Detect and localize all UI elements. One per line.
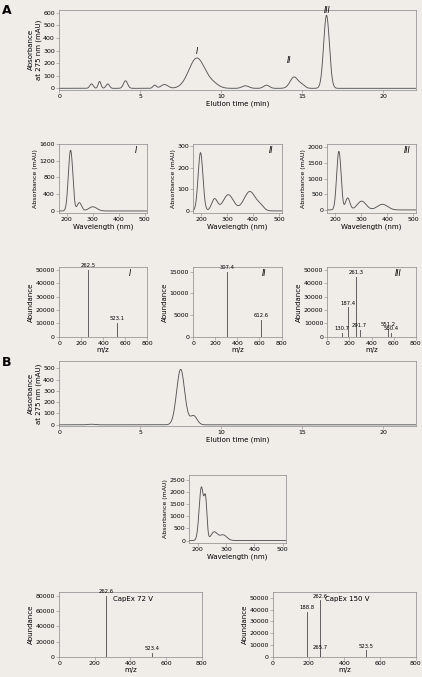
Text: 262.6: 262.6: [312, 594, 327, 598]
Text: 291.7: 291.7: [352, 323, 367, 328]
X-axis label: m/z: m/z: [97, 347, 110, 353]
Text: II: II: [287, 56, 292, 65]
X-axis label: m/z: m/z: [124, 668, 137, 673]
Text: 261.3: 261.3: [349, 270, 364, 275]
Text: 551.2: 551.2: [381, 322, 396, 328]
Text: III: III: [403, 146, 410, 155]
Text: II: II: [262, 269, 266, 278]
Y-axis label: Abundance: Abundance: [162, 282, 168, 322]
Text: III: III: [324, 6, 331, 16]
Text: 523.4: 523.4: [145, 647, 160, 651]
Y-axis label: Absorbance (mAU): Absorbance (mAU): [163, 479, 168, 538]
Text: 580.4: 580.4: [384, 326, 399, 332]
Y-axis label: Absorbance (mAU): Absorbance (mAU): [301, 149, 306, 208]
Text: III: III: [395, 269, 401, 278]
Y-axis label: Abundance: Abundance: [296, 282, 302, 322]
Text: 307.4: 307.4: [220, 265, 235, 270]
Y-axis label: Absorbance
at 275 nm (mAU): Absorbance at 275 nm (mAU): [28, 20, 42, 80]
Text: 523.5: 523.5: [359, 644, 374, 649]
Text: CapEx 150 V: CapEx 150 V: [325, 596, 369, 602]
Text: I: I: [129, 269, 131, 278]
Text: 187.4: 187.4: [341, 301, 356, 305]
Text: 130.7: 130.7: [334, 326, 349, 331]
X-axis label: Wavelength (nm): Wavelength (nm): [341, 223, 402, 230]
Y-axis label: Absorbance (mAU): Absorbance (mAU): [171, 149, 176, 208]
Text: 612.6: 612.6: [253, 313, 268, 318]
Y-axis label: Abundance: Abundance: [28, 282, 34, 322]
Text: II: II: [269, 146, 273, 155]
Y-axis label: Absorbance
at 275 nm (mAU): Absorbance at 275 nm (mAU): [28, 364, 42, 424]
X-axis label: Wavelength (nm): Wavelength (nm): [73, 223, 133, 230]
X-axis label: Wavelength (nm): Wavelength (nm): [207, 554, 268, 560]
Text: I: I: [196, 47, 198, 56]
Text: B: B: [2, 356, 11, 369]
Text: 262.6: 262.6: [98, 589, 114, 594]
Text: 262.5: 262.5: [81, 263, 96, 268]
X-axis label: Elution time (min): Elution time (min): [206, 437, 269, 443]
Y-axis label: Abundance: Abundance: [28, 605, 34, 644]
Text: 265.7: 265.7: [313, 645, 328, 650]
Y-axis label: Absorbance (mAU): Absorbance (mAU): [33, 149, 38, 208]
Text: CapEx 72 V: CapEx 72 V: [113, 596, 153, 602]
Text: A: A: [2, 4, 12, 17]
Y-axis label: Abundance: Abundance: [242, 605, 248, 644]
X-axis label: Wavelength (nm): Wavelength (nm): [207, 223, 268, 230]
X-axis label: Elution time (min): Elution time (min): [206, 100, 269, 107]
X-axis label: m/z: m/z: [231, 347, 244, 353]
Text: 188.8: 188.8: [299, 605, 314, 611]
Text: I: I: [135, 146, 137, 155]
X-axis label: m/z: m/z: [365, 347, 378, 353]
Text: 523.1: 523.1: [109, 316, 124, 321]
X-axis label: m/z: m/z: [338, 668, 351, 673]
